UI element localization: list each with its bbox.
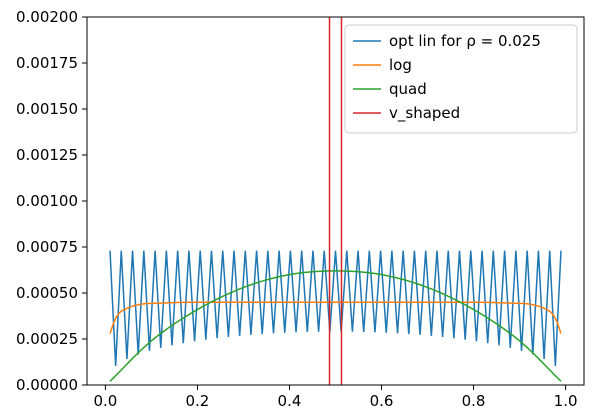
legend-label-quad: quad [389,80,427,98]
legend-label-opt-lin-for-0-025: opt lin for ρ = 0.025 [389,32,541,50]
x-tick-label: 0.4 [278,392,302,410]
y-tick-label: 0.00125 [16,146,78,164]
series-log [109,301,562,334]
y-axis: 0.00000 0.00025 0.00050 0.00075 0.00100 0.001… [16,8,87,394]
x-tick-label: 0.6 [370,392,394,410]
legend-label-log: log [389,56,412,74]
series-opt-lin-for-0-025 [109,250,562,367]
y-tick-label: 0.00050 [16,284,78,302]
plot-lines [109,17,562,385]
legend: opt lin for ρ = 0.025 log quad v_shaped [344,24,578,134]
x-axis: 0.0 0.2 0.4 0.6 0.8 1.0 [93,385,578,410]
y-tick-label: 0.00025 [16,330,78,348]
x-tick-label: 0.8 [462,392,486,410]
x-tick-label: 1.0 [554,392,578,410]
y-tick-label: 0.00150 [16,100,78,118]
y-tick-label: 0.00100 [16,192,78,210]
legend-box [344,24,578,134]
y-tick-label: 0.00075 [16,238,78,256]
y-tick-label: 0.00175 [16,54,78,72]
x-tick-label: 0.0 [93,392,117,410]
y-tick-label: 0.00200 [16,8,78,26]
legend-label-v-shaped: v_shaped [389,104,460,123]
y-tick-label: 0.00000 [16,376,78,394]
series-quad [109,270,562,382]
x-tick-label: 0.2 [186,392,210,410]
